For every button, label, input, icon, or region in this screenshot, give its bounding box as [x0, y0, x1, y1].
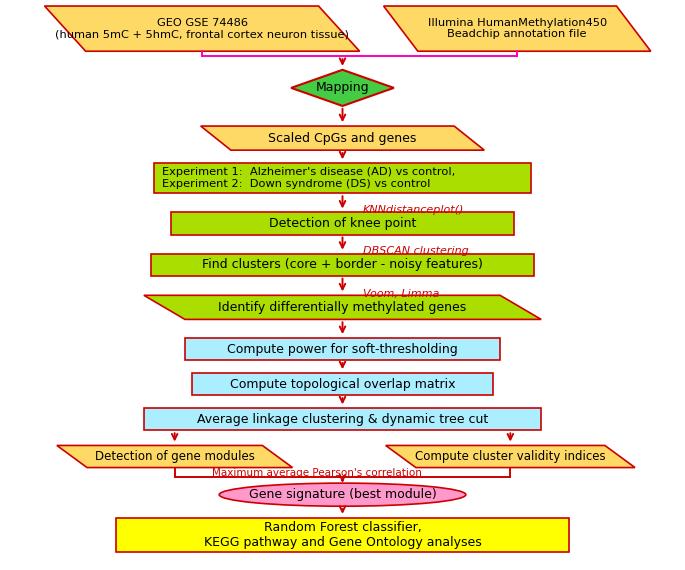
- FancyBboxPatch shape: [144, 408, 541, 430]
- Text: Experiment 1:  Alzheimer's disease (AD) vs control,
Experiment 2:  Down syndrome: Experiment 1: Alzheimer's disease (AD) v…: [162, 168, 456, 189]
- Polygon shape: [386, 445, 635, 467]
- Text: Gene signature (best module): Gene signature (best module): [249, 488, 436, 501]
- Text: Maximum average Pearson's correlation: Maximum average Pearson's correlation: [212, 468, 422, 478]
- Polygon shape: [57, 445, 292, 467]
- FancyBboxPatch shape: [185, 338, 500, 360]
- Text: Compute topological overlap matrix: Compute topological overlap matrix: [229, 378, 456, 390]
- Polygon shape: [45, 6, 360, 51]
- Text: Voom, Limma: Voom, Limma: [363, 289, 439, 299]
- Polygon shape: [144, 295, 541, 319]
- Polygon shape: [201, 126, 484, 150]
- Text: DBSCAN clustering: DBSCAN clustering: [363, 246, 469, 256]
- Polygon shape: [291, 70, 394, 106]
- FancyBboxPatch shape: [192, 373, 493, 395]
- Text: GEO GSE 74486
(human 5mC + 5hmC, frontal cortex neuron tissue): GEO GSE 74486 (human 5mC + 5hmC, frontal…: [55, 18, 349, 39]
- Ellipse shape: [219, 483, 466, 506]
- Text: Find clusters (core + border - noisy features): Find clusters (core + border - noisy fea…: [202, 258, 483, 271]
- Polygon shape: [384, 6, 651, 51]
- FancyBboxPatch shape: [151, 254, 534, 276]
- Text: KNNdistanceplot(): KNNdistanceplot(): [363, 205, 464, 215]
- Text: Average linkage clustering & dynamic tree cut: Average linkage clustering & dynamic tre…: [197, 413, 488, 426]
- Text: Compute cluster validity indices: Compute cluster validity indices: [415, 450, 606, 463]
- Text: Mapping: Mapping: [316, 82, 369, 95]
- Text: Scaled CpGs and genes: Scaled CpGs and genes: [269, 132, 416, 145]
- Text: Detection of gene modules: Detection of gene modules: [95, 450, 255, 463]
- FancyBboxPatch shape: [171, 213, 514, 234]
- Text: Compute power for soft-thresholding: Compute power for soft-thresholding: [227, 343, 458, 356]
- Text: Random Forest classifier,
KEGG pathway and Gene Ontology analyses: Random Forest classifier, KEGG pathway a…: [203, 521, 482, 549]
- Text: Identify differentially methylated genes: Identify differentially methylated genes: [219, 301, 466, 314]
- FancyBboxPatch shape: [116, 518, 569, 552]
- Text: Illumina HumanMethylation450
Beadchip annotation file: Illumina HumanMethylation450 Beadchip an…: [427, 18, 607, 39]
- Text: Detection of knee point: Detection of knee point: [269, 217, 416, 230]
- FancyBboxPatch shape: [154, 163, 531, 193]
